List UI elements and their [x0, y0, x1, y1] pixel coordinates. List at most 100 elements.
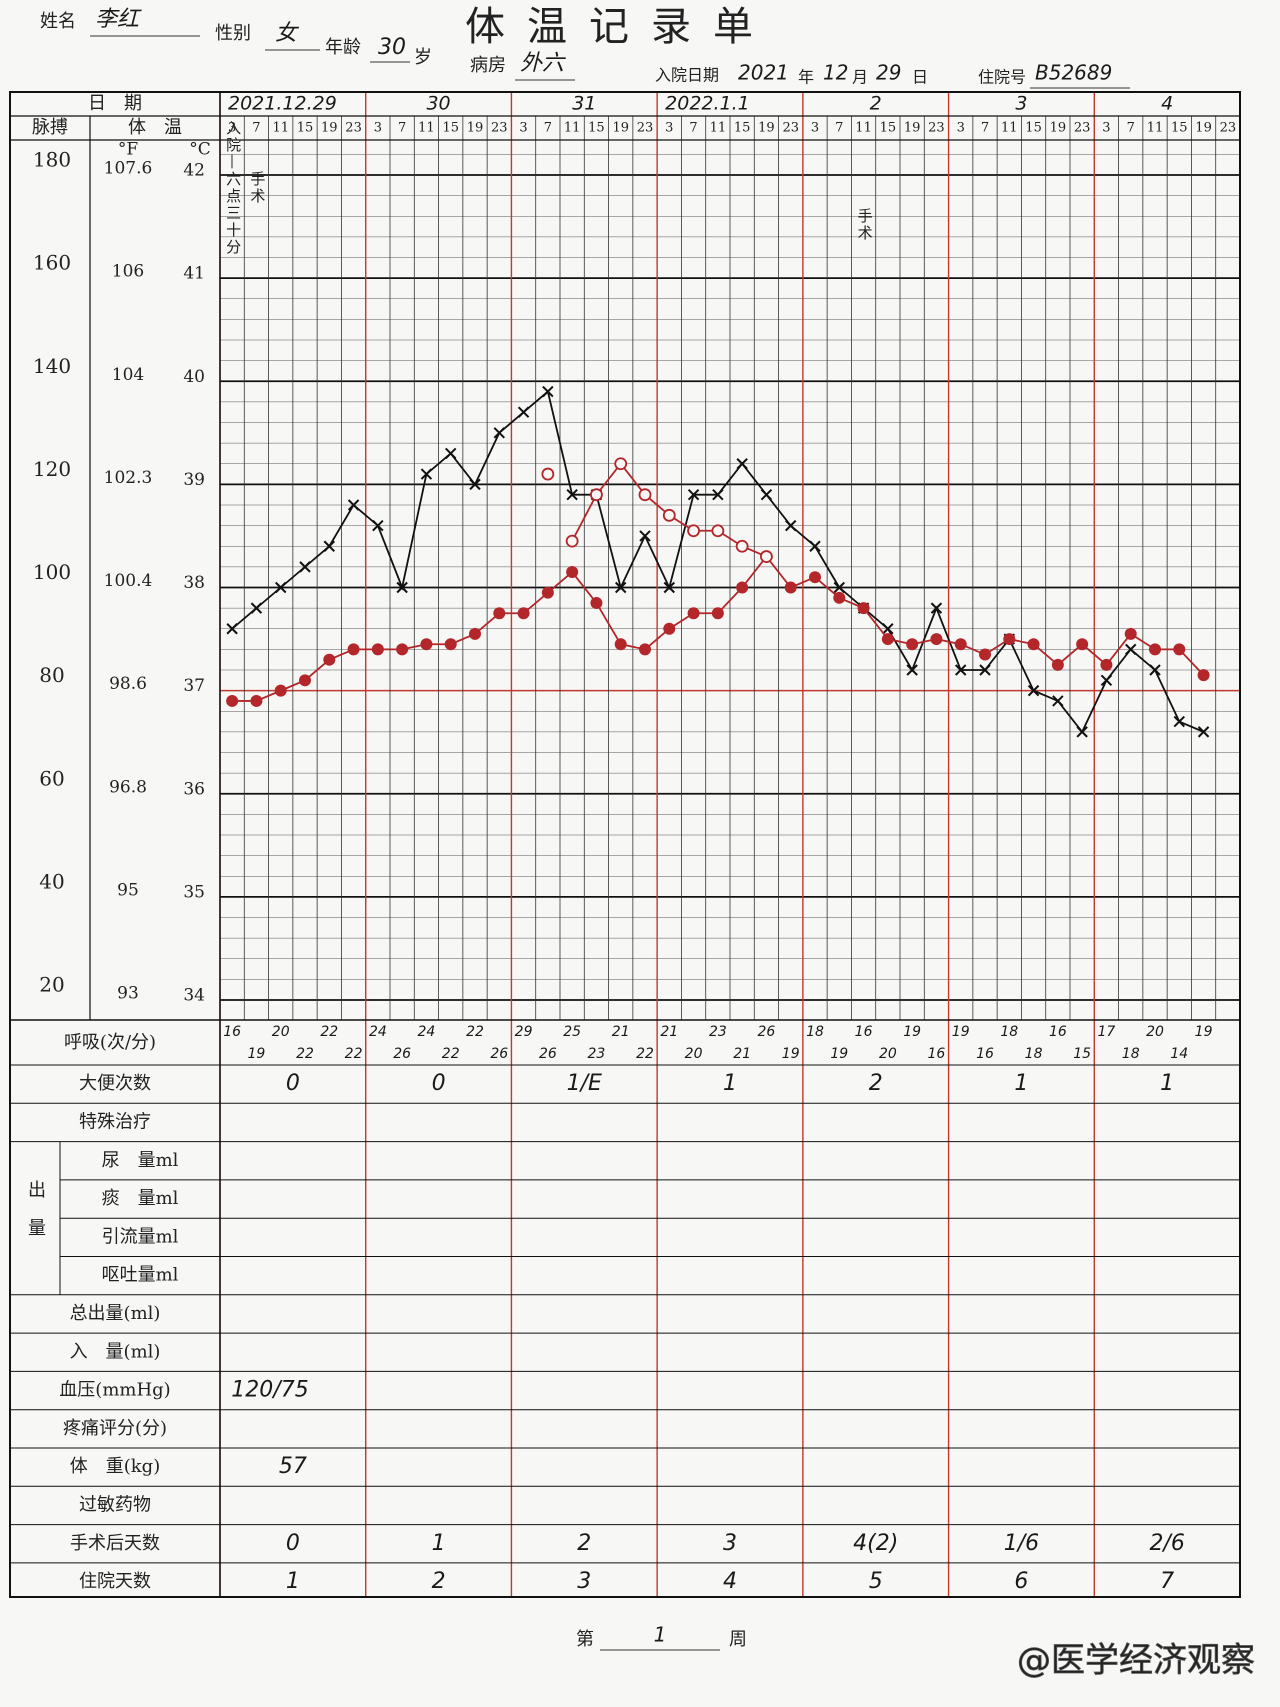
- label: 日: [912, 68, 928, 87]
- pulse-point: [469, 627, 481, 640]
- time-label: 19: [1195, 121, 1212, 136]
- pulse-point: [226, 694, 239, 707]
- temp-point: [517, 406, 530, 418]
- footer: 第: [576, 1629, 594, 1650]
- pulse-point: [493, 607, 506, 620]
- row-value: 2: [869, 1071, 883, 1096]
- c-tick-label: 42: [183, 161, 205, 181]
- row-label: 呼吸(次/分): [64, 1032, 156, 1053]
- time-label: 11: [710, 121, 727, 136]
- row-label: 尿 量ml: [102, 1150, 179, 1171]
- open-point: [662, 508, 676, 522]
- c-tick-label: 37: [183, 676, 205, 696]
- value: 12: [823, 61, 848, 85]
- pulse-point: [371, 643, 384, 656]
- respiration-value: 20: [879, 1046, 897, 1062]
- time-label: 23: [637, 121, 654, 136]
- temp-point: [760, 488, 773, 501]
- open-point: [541, 467, 555, 481]
- time-label: 19: [612, 121, 629, 136]
- footer: 周: [729, 1629, 747, 1650]
- pulse-tick-label: 100: [33, 560, 71, 584]
- temp-point: [833, 581, 845, 594]
- value: 女: [275, 21, 300, 46]
- row-label: 体 重(kg): [70, 1456, 160, 1477]
- temp-point: [687, 488, 700, 501]
- respiration-value: 21: [733, 1046, 751, 1062]
- respiration-value: 22: [345, 1046, 363, 1062]
- open-point: [565, 534, 579, 548]
- pulse-point: [1076, 638, 1089, 651]
- pulse-tick-label: 140: [33, 354, 71, 378]
- time-label: 19: [467, 121, 484, 136]
- respiration-value: 16: [855, 1024, 873, 1040]
- time-label: 19: [1050, 121, 1067, 136]
- pulse-label: 脉搏: [32, 117, 68, 138]
- time-label: 11: [855, 121, 872, 136]
- temp-point: [250, 602, 263, 614]
- respiration-value: 29: [515, 1024, 533, 1040]
- pulse-point: [566, 566, 579, 579]
- time-label: 15: [880, 121, 897, 136]
- pulse-point: [1027, 638, 1040, 651]
- label: 入院日期: [655, 66, 719, 85]
- row-label: 住院天数: [79, 1571, 151, 1592]
- row-value: 0: [432, 1071, 446, 1096]
- respiration-value: 22: [636, 1046, 654, 1062]
- pulse-tick-label: 20: [39, 973, 64, 997]
- row-value: 1: [1014, 1071, 1028, 1096]
- respiration-value: 16: [1049, 1024, 1067, 1040]
- c-tick-label: 41: [183, 264, 205, 284]
- respiration-value: 26: [490, 1046, 508, 1062]
- respiration-value: 19: [830, 1046, 848, 1062]
- respiration-value: 18: [1025, 1046, 1043, 1062]
- pulse-point: [954, 638, 967, 651]
- temp-point: [1149, 664, 1161, 676]
- pulse-point: [1124, 627, 1137, 640]
- row-label: 痰 量ml: [102, 1188, 179, 1209]
- time-label: 23: [491, 121, 508, 136]
- pulse-point: [711, 607, 724, 620]
- respiration-value: 26: [393, 1046, 411, 1062]
- pulse-tick-label: 40: [39, 869, 64, 893]
- value: B52689: [1035, 61, 1112, 85]
- pulse-point: [930, 633, 943, 646]
- time-label: 15: [734, 121, 751, 136]
- pulse-point: [323, 653, 336, 666]
- watermark: @医学经济观察: [1017, 1641, 1255, 1681]
- pulse-tick-label: 60: [39, 766, 64, 790]
- label: 姓名: [40, 11, 76, 32]
- pulse-point: [517, 607, 530, 620]
- temp-point: [1076, 726, 1088, 738]
- respiration-value: 17: [1098, 1024, 1116, 1040]
- respiration-value: 23: [588, 1046, 606, 1062]
- row-value: 2/6: [1149, 1531, 1184, 1556]
- value: 29: [876, 61, 901, 85]
- row-value: 3: [577, 1569, 591, 1594]
- pulse-point: [979, 648, 991, 661]
- row-value: 3: [723, 1531, 737, 1556]
- pulse-point: [420, 638, 433, 651]
- row-value: 1: [432, 1531, 446, 1556]
- time-label: 3: [665, 121, 673, 136]
- row-label: 过敏药物: [79, 1494, 151, 1515]
- pulse-point: [1173, 643, 1186, 656]
- date: 2: [870, 93, 882, 115]
- respiration-value: 19: [1195, 1024, 1213, 1040]
- pulse-point: [1149, 643, 1161, 656]
- respiration-value: 20: [1146, 1024, 1164, 1040]
- row-label: 血压(mmHg): [59, 1380, 170, 1401]
- temp-point: [542, 385, 554, 398]
- time-label: 7: [252, 121, 260, 136]
- row-value: 5: [869, 1569, 883, 1594]
- temp-point: [736, 458, 748, 470]
- date: 3: [1015, 93, 1027, 115]
- pulse-point: [1100, 658, 1113, 671]
- temp-point: [639, 530, 651, 542]
- label: 住院号: [978, 68, 1026, 87]
- row-label: 引流量ml: [102, 1226, 179, 1247]
- row-value: 0: [286, 1071, 300, 1096]
- row-value: 1/6: [1004, 1531, 1039, 1556]
- time-label: 11: [418, 121, 435, 136]
